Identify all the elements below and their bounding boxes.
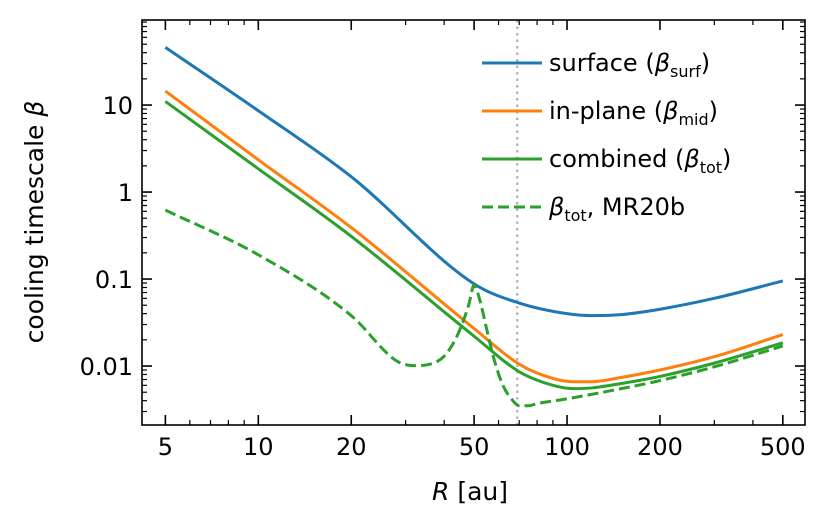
legend-label-suffix: , MR20b <box>587 193 685 221</box>
legend-label-3: βtot, MR20b <box>548 193 685 225</box>
legend-label-subscript: surf <box>670 62 701 81</box>
legend-label-0: surface (βsurf) <box>549 49 710 81</box>
legend-label-variable: β <box>654 49 670 77</box>
x-tick-label: 10 <box>243 433 274 461</box>
legend-label-variable: β <box>548 193 564 221</box>
x-tick-label: 5 <box>158 433 173 461</box>
legend-label-suffix: ) <box>701 49 710 77</box>
x-axis-title: R [au] <box>432 477 508 506</box>
legend-label-suffix: ) <box>709 97 718 125</box>
series-line-1 <box>164 89 784 384</box>
y-axis-variable: β <box>20 101 49 118</box>
y-axis-text: cooling timescale <box>20 117 49 344</box>
legend-label-subscript: tot <box>564 206 586 225</box>
legend-label-prefix: surface ( <box>549 49 655 77</box>
x-tick-label: 500 <box>760 433 806 461</box>
legend: surface (βsurf)in-plane (βmid)combined (… <box>482 49 731 225</box>
x-tick-label: 20 <box>336 433 367 461</box>
x-tick-label: 200 <box>637 433 683 461</box>
x-axis-units: [au] <box>449 477 508 506</box>
y-axis-title: cooling timescale β <box>20 101 49 344</box>
legend-label-suffix: ) <box>722 145 731 173</box>
y-tick-label: 1 <box>118 179 133 207</box>
y-tick-label: 0.1 <box>95 266 133 294</box>
x-tick-label: 100 <box>544 433 590 461</box>
legend-label-variable: β <box>662 97 678 125</box>
series-line-0 <box>164 46 784 318</box>
plot-frame <box>141 19 806 426</box>
legend-label-variable: β <box>683 145 699 173</box>
y-tick-label: 10 <box>102 92 133 120</box>
legend-label-subscript: tot <box>700 158 722 177</box>
legend-label-1: in-plane (βmid) <box>549 97 718 129</box>
series-line-2 <box>164 100 784 391</box>
legend-label-2: combined (βtot) <box>549 145 731 177</box>
y-tick-label: 0.01 <box>80 353 133 381</box>
x-axis-variable: R <box>432 477 449 506</box>
x-tick-label: 50 <box>459 433 490 461</box>
legend-label-subscript: mid <box>678 110 708 129</box>
legend-label-prefix: combined ( <box>549 145 684 173</box>
legend-label-prefix: in-plane ( <box>549 97 663 125</box>
series-group <box>164 20 784 425</box>
series-line-3 <box>164 208 784 408</box>
plot-area <box>164 20 784 425</box>
axis-ticks: 5 10 20 50 100 200 500 0.01 0.1 1 10 <box>80 20 806 461</box>
